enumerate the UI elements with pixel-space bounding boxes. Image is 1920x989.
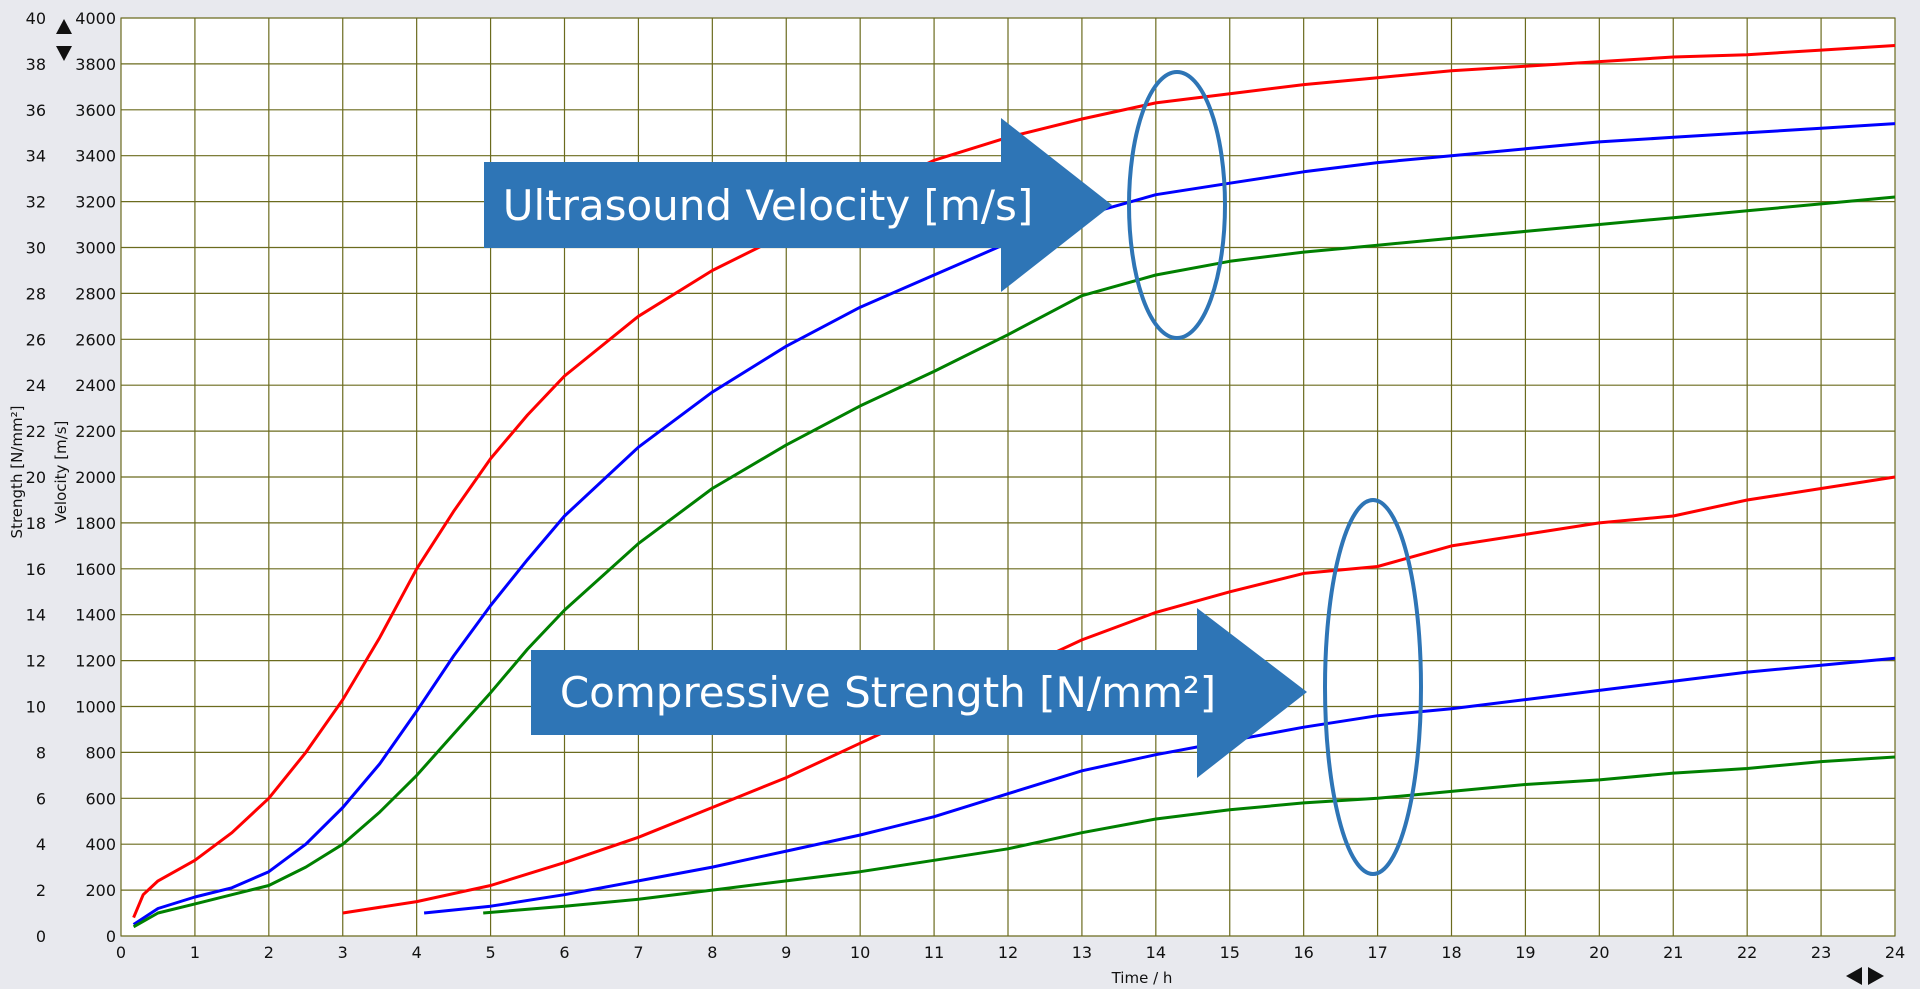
velocity-tick-label: 3200 xyxy=(75,193,116,212)
strength-tick-label: 14 xyxy=(26,606,46,625)
strength-tick-label: 8 xyxy=(36,743,46,762)
velocity-arrow xyxy=(484,118,1112,292)
time-tick-label: 8 xyxy=(707,943,717,962)
time-tick-label: 12 xyxy=(998,943,1018,962)
velocity-tick-label: 1200 xyxy=(75,652,116,671)
velocity-series-line xyxy=(132,195,1896,929)
triangle-left-icon[interactable] xyxy=(1846,967,1862,985)
velocity-tick-label: 800 xyxy=(85,743,116,762)
strength-tick-label: 28 xyxy=(26,284,46,303)
velocity-tick-label: 3000 xyxy=(75,239,116,258)
strength-tick-label: 26 xyxy=(26,330,46,349)
time-tick-label: 5 xyxy=(485,943,495,962)
triangle-down-icon[interactable] xyxy=(56,46,72,61)
strength-tick-label: 4 xyxy=(36,835,46,854)
velocity-highlight-ellipse xyxy=(1127,70,1227,340)
strength-highlight-ellipse xyxy=(1323,498,1423,876)
strength-series-line xyxy=(483,755,1896,915)
time-tick-label: 15 xyxy=(1220,943,1240,962)
velocity-tick-label: 2000 xyxy=(75,468,116,487)
velocity-axis-ticks: 0 200 400 600 800 1000 1200 1400 1600 1800 2000 220… xyxy=(75,9,116,946)
strength-tick-label: 22 xyxy=(26,422,46,441)
velocity-tick-label: 2800 xyxy=(75,284,116,303)
time-tick-label: 10 xyxy=(850,943,870,962)
strength-tick-label: 40 xyxy=(26,9,46,28)
strength-tick-label: 34 xyxy=(26,147,46,166)
time-tick-label: 23 xyxy=(1811,943,1831,962)
strength-tick-label: 6 xyxy=(36,789,46,808)
strength-tick-label: 32 xyxy=(26,193,46,212)
y-scroll-control[interactable] xyxy=(56,19,72,61)
time-tick-label: 21 xyxy=(1663,943,1683,962)
time-tick-label: 6 xyxy=(559,943,569,962)
strength-callout-label: Compressive Strength [N/mm²] xyxy=(560,668,1216,717)
time-tick-label: 22 xyxy=(1737,943,1757,962)
triangle-up-icon[interactable] xyxy=(56,19,72,34)
velocity-tick-label: 200 xyxy=(85,881,116,900)
callout-velocity: Ultrasound Velocity [m/s] xyxy=(484,70,1227,340)
time-tick-label: 17 xyxy=(1367,943,1387,962)
time-tick-label: 9 xyxy=(781,943,791,962)
strength-arrow xyxy=(531,608,1307,778)
strength-series-line xyxy=(423,656,1896,915)
strength-tick-label: 24 xyxy=(26,376,46,395)
strength-tick-label: 18 xyxy=(26,514,46,533)
strength-tick-label: 20 xyxy=(26,468,46,487)
time-tick-label: 20 xyxy=(1589,943,1609,962)
strength-tick-label: 16 xyxy=(26,560,46,579)
velocity-series-line xyxy=(132,122,1896,926)
time-tick-label: 14 xyxy=(1146,943,1166,962)
velocity-tick-label: 1800 xyxy=(75,514,116,533)
velocity-tick-label: 400 xyxy=(85,835,116,854)
strength-tick-label: 36 xyxy=(26,101,46,120)
time-tick-label: 2 xyxy=(264,943,274,962)
callout-strength: Compressive Strength [N/mm²] xyxy=(531,498,1423,876)
strength-tick-label: 0 xyxy=(36,927,46,946)
velocity-tick-label: 1000 xyxy=(75,698,116,717)
time-tick-label: 16 xyxy=(1293,943,1313,962)
time-tick-label: 4 xyxy=(412,943,422,962)
velocity-tick-label: 2400 xyxy=(75,376,116,395)
strength-tick-label: 30 xyxy=(26,239,46,258)
strength-tick-label: 2 xyxy=(36,881,46,900)
velocity-tick-label: 2200 xyxy=(75,422,116,441)
strength-series-line xyxy=(342,475,1896,915)
x-scroll-control[interactable] xyxy=(1846,967,1884,985)
strength-tick-label: 38 xyxy=(26,55,46,74)
time-tick-label: 7 xyxy=(633,943,643,962)
velocity-tick-label: 600 xyxy=(85,789,116,808)
time-tick-label: 3 xyxy=(338,943,348,962)
velocity-tick-label: 1400 xyxy=(75,606,116,625)
time-tick-label: 1 xyxy=(190,943,200,962)
velocity-tick-label: 1600 xyxy=(75,560,116,579)
time-tick-label: 18 xyxy=(1441,943,1461,962)
velocity-axis-title: Velocity [m/s] xyxy=(52,421,70,524)
velocity-tick-label: 3600 xyxy=(75,101,116,120)
time-tick-label: 19 xyxy=(1515,943,1535,962)
velocity-tick-label: 2600 xyxy=(75,330,116,349)
strength-axis-title: Strength [N/mm²] xyxy=(8,406,26,539)
time-axis-title: Time / h xyxy=(1111,969,1173,987)
time-tick-label: 13 xyxy=(1072,943,1092,962)
time-axis-ticks: 0 1 2 3 4 5 6 7 8 9 10 11 12 13 14 15 16 17 18 19 20 21 22 23 24 xyxy=(116,943,1905,962)
velocity-tick-label: 3400 xyxy=(75,147,116,166)
velocity-tick-label: 4000 xyxy=(75,9,116,28)
time-tick-label: 24 xyxy=(1885,943,1905,962)
triangle-right-icon[interactable] xyxy=(1868,967,1884,985)
strength-tick-label: 10 xyxy=(26,698,46,717)
strength-tick-label: 12 xyxy=(26,652,46,671)
time-tick-label: 0 xyxy=(116,943,126,962)
velocity-series-line xyxy=(132,44,1896,919)
time-tick-label: 11 xyxy=(924,943,944,962)
velocity-callout-label: Ultrasound Velocity [m/s] xyxy=(503,181,1034,230)
velocity-tick-label: 0 xyxy=(106,927,116,946)
series xyxy=(132,44,1896,929)
velocity-tick-label: 3800 xyxy=(75,55,116,74)
